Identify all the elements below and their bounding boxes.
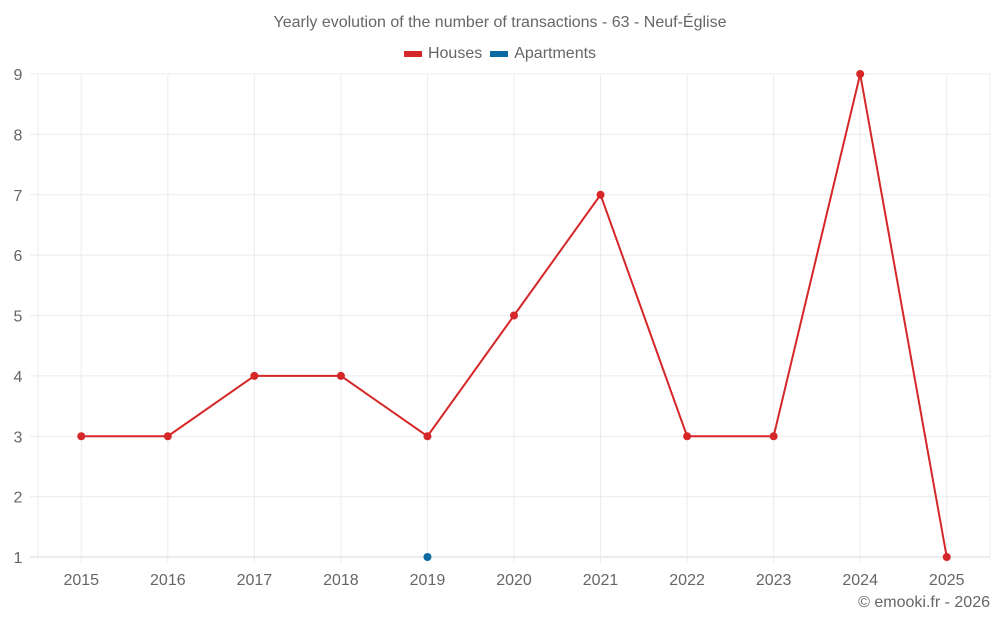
x-tick-label: 2023 xyxy=(756,572,792,589)
legend-item-apartments[interactable]: Apartments xyxy=(490,45,596,63)
y-tick-label: 8 xyxy=(14,127,23,144)
data-point-apartments[interactable] xyxy=(423,553,432,561)
data-point-houses[interactable] xyxy=(769,432,778,441)
data-point-houses[interactable] xyxy=(336,371,345,380)
data-point-houses[interactable] xyxy=(683,432,692,441)
houses-swatch-icon xyxy=(403,51,422,57)
chart-title: Yearly evolution of the number of transa… xyxy=(273,14,727,31)
data-point-houses[interactable] xyxy=(856,70,865,78)
x-tick-label: 2021 xyxy=(583,572,619,589)
y-tick-label: 2 xyxy=(14,490,23,507)
data-point-houses[interactable] xyxy=(942,553,951,561)
y-tick-label: 7 xyxy=(14,188,23,205)
x-tick-label: 2019 xyxy=(410,572,446,589)
legend-label-apartments: Apartments xyxy=(514,45,597,62)
data-point-houses[interactable] xyxy=(163,432,172,441)
y-tick-label: 6 xyxy=(14,248,23,265)
data-point-houses[interactable] xyxy=(510,311,518,320)
chart-legend: Houses Apartments xyxy=(0,45,1000,63)
y-tick-label: 5 xyxy=(14,309,23,326)
x-tick-label: 2015 xyxy=(63,572,99,589)
y-tick-label: 9 xyxy=(14,67,23,84)
data-point-houses[interactable] xyxy=(596,190,605,199)
x-tick-label: 2024 xyxy=(842,572,878,589)
x-tick-label: 2018 xyxy=(323,572,359,589)
x-tick-label: 2022 xyxy=(669,572,705,589)
x-tick-label: 2025 xyxy=(929,572,965,589)
data-point-houses[interactable] xyxy=(250,371,259,380)
x-tick-label: 2020 xyxy=(496,572,532,589)
y-tick-label: 1 xyxy=(14,550,23,567)
apartments-swatch-icon xyxy=(490,51,509,57)
x-tick-label: 2017 xyxy=(237,572,273,589)
credit-text: © emooki.fr - 2026 xyxy=(858,594,990,611)
legend-item-houses[interactable]: Houses xyxy=(403,45,483,63)
y-tick-label: 3 xyxy=(14,429,23,446)
legend-label-houses: Houses xyxy=(427,45,483,62)
data-point-houses[interactable] xyxy=(77,432,86,441)
x-tick-label: 2016 xyxy=(150,572,186,589)
data-point-houses[interactable] xyxy=(423,432,432,441)
y-tick-label: 4 xyxy=(14,369,23,386)
